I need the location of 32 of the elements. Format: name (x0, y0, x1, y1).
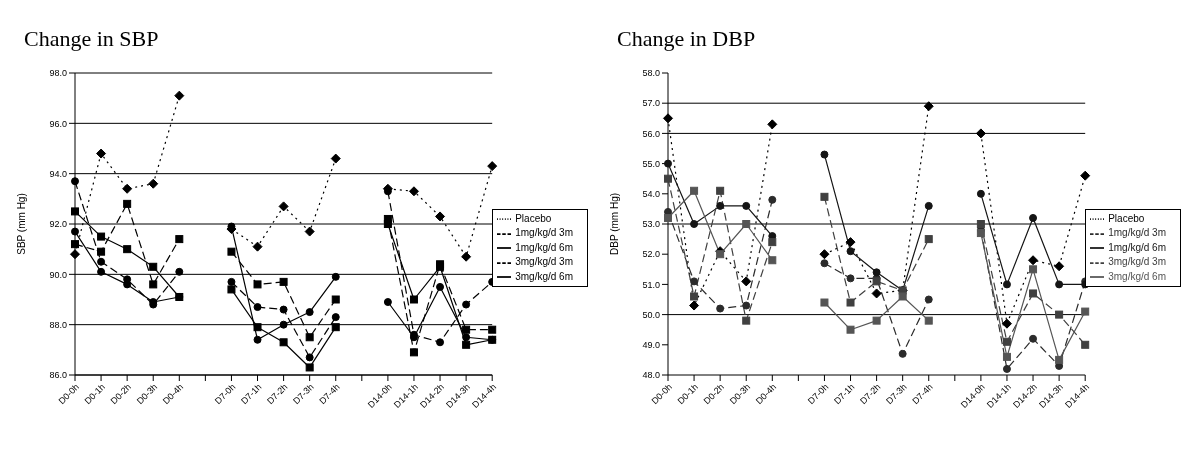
y-tick-label: 88.0 (49, 319, 67, 330)
legend-label: 3mg/kg/d 3m (1108, 256, 1166, 268)
legend-label: 1mg/kg/d 6m (515, 241, 573, 253)
y-tick-label: 54.0 (642, 189, 660, 199)
legend-label: 1mg/kg/d 3m (1108, 227, 1166, 239)
legend-label: 1mg/kg/d 3m (515, 227, 573, 239)
y-axis-title: SBP (mm Hg) (15, 193, 27, 255)
y-tick-label: 49.0 (642, 339, 660, 350)
y-tick-label: 58.0 (642, 68, 660, 79)
chart-title: Change in SBP (23, 25, 160, 53)
y-tick-label: 48.0 (642, 370, 660, 381)
legend-label: 3mg/kg/d 3m (515, 256, 573, 268)
y-tick-label: 55.0 (642, 158, 660, 169)
y-tick-label: 57.0 (642, 98, 660, 109)
y-tick-label: 98.0 (49, 68, 67, 79)
legend-label: 1mg/kg/d 6m (1108, 241, 1166, 253)
y-tick-label: 90.0 (49, 269, 67, 280)
legend-label: Placebo (515, 213, 552, 225)
y-tick-label: 52.0 (642, 249, 660, 260)
y-tick-label: 53.0 (642, 219, 660, 230)
legend-label: Placebo (1108, 213, 1145, 225)
y-tick-label: 94.0 (49, 168, 67, 179)
y-axis-title: DBP (mm Hg) (608, 192, 620, 256)
chart-title: Change in DBP (616, 25, 757, 53)
y-tick-label: 96.0 (49, 118, 67, 129)
y-tick-label: 86.0 (49, 370, 67, 381)
legend-label: 3mg/kg/d 6m (1108, 270, 1166, 282)
legend-label: 3mg/kg/d 6m (515, 270, 573, 282)
y-tick-label: 92.0 (49, 219, 67, 230)
y-tick-label: 51.0 (642, 279, 660, 290)
y-tick-label: 50.0 (642, 309, 660, 320)
y-tick-label: 56.0 (642, 128, 660, 139)
